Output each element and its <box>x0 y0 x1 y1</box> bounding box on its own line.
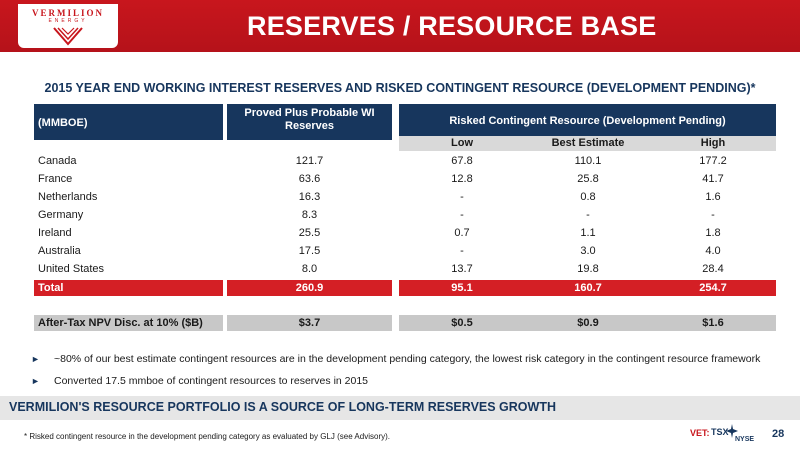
row-pp-reserves: 16.3 <box>298 191 321 203</box>
total-row-bg <box>399 280 776 296</box>
row-best: 3.0 <box>580 245 596 257</box>
row-pp-reserves: 8.3 <box>301 209 318 221</box>
total-low: 95.1 <box>451 282 473 294</box>
logo-wordmark: VERMILION <box>31 8 104 18</box>
unit-header: (MMBOE) <box>34 104 223 140</box>
header-bar: VERMILION ENERGY RESERVES / RESOURCE BAS… <box>0 0 800 52</box>
row-high: 4.0 <box>705 245 721 257</box>
page-title: RESERVES / RESOURCE BASE <box>247 11 657 41</box>
npv-best: $0.9 <box>577 317 599 329</box>
row-pp-reserves: 63.6 <box>298 173 321 185</box>
npv-row-bg <box>399 315 776 331</box>
row-high: 41.7 <box>702 173 724 185</box>
bullet-item: ► Converted 17.5 mmboe of contingent res… <box>30 374 760 392</box>
unit-header-label: (MMBOE) <box>38 117 88 129</box>
total-label: Total <box>38 282 64 294</box>
row-country: Canada <box>38 155 77 167</box>
table-row: Canada 121.7 67.8 110.1 177.2 <box>34 152 776 170</box>
row-high: 1.8 <box>705 227 721 239</box>
row-best: 0.8 <box>580 191 596 203</box>
total-high: 254.7 <box>699 282 727 294</box>
total-pp-reserves: 260.9 <box>295 282 324 294</box>
contingent-resource-header-label: Risked Contingent Resource (Development … <box>449 115 726 127</box>
pp-reserves-header: Proved Plus Probable WI Reserves <box>227 104 392 140</box>
tsx-label: TSX <box>711 427 729 437</box>
table-row: Germany 8.3 - - - <box>34 206 776 224</box>
logo-subtext: ENERGY <box>48 18 88 24</box>
row-country: France <box>38 173 73 185</box>
subheader-best-estimate: Best Estimate <box>551 137 625 149</box>
row-country: Australia <box>38 245 81 257</box>
footnote: * Risked contingent resource in the deve… <box>24 432 390 441</box>
table-row: Ireland 25.5 0.7 1.1 1.8 <box>34 224 776 242</box>
row-low: - <box>460 245 464 257</box>
row-pp-reserves: 121.7 <box>295 155 324 167</box>
pp-header-line2: Reserves <box>285 120 334 132</box>
nyse-label: NYSE <box>735 436 755 443</box>
key-message-banner: VERMILION'S RESOURCE PORTFOLIO IS A SOUR… <box>0 396 800 420</box>
row-country: United States <box>38 263 105 275</box>
row-low: - <box>460 209 464 221</box>
table-row: France 63.6 12.8 25.8 41.7 <box>34 170 776 188</box>
bullet-text: Converted 17.5 mmboe of contingent resou… <box>54 375 369 387</box>
row-pp-reserves: 25.5 <box>298 227 321 239</box>
row-high: 1.6 <box>705 191 721 203</box>
table-row: Australia 17.5 - 3.0 4.0 <box>34 242 776 260</box>
total-best: 160.7 <box>574 282 602 294</box>
exchange-star-icon <box>726 424 738 438</box>
row-low: 12.8 <box>451 173 473 185</box>
row-high: - <box>711 209 715 221</box>
row-low: 0.7 <box>454 227 470 239</box>
table-row: United States 8.0 13.7 19.8 28.4 <box>34 260 776 278</box>
row-country: Netherlands <box>38 191 98 203</box>
row-best: 25.8 <box>577 173 599 185</box>
table-row: Netherlands 16.3 - 0.8 1.6 <box>34 188 776 206</box>
npv-row-bg <box>227 315 392 331</box>
npv-row-bg <box>34 315 223 331</box>
ticker-label: VET: <box>690 428 710 438</box>
npv-high: $1.6 <box>702 317 724 329</box>
row-country: Ireland <box>38 227 72 239</box>
contingent-subheader-row: Low Best Estimate High <box>399 136 776 151</box>
bullet-arrow-icon: ► <box>31 376 40 386</box>
row-high: 177.2 <box>699 155 727 167</box>
npv-label: After-Tax NPV Disc. at 10% ($B) <box>38 317 203 329</box>
row-low: - <box>460 191 464 203</box>
row-best: 1.1 <box>580 227 596 239</box>
row-best: 19.8 <box>577 263 599 275</box>
subheader-high: High <box>700 137 726 149</box>
bullet-text: ~80% of our best estimate contingent res… <box>54 353 761 365</box>
row-low: 13.7 <box>451 263 473 275</box>
row-low: 67.8 <box>451 155 473 167</box>
pp-header-line1: Proved Plus Probable WI <box>244 107 375 119</box>
key-message-text: VERMILION'S RESOURCE PORTFOLIO IS A SOUR… <box>9 400 556 414</box>
npv-pp-reserves: $3.7 <box>298 317 321 329</box>
bullet-item: ► ~80% of our best estimate contingent r… <box>30 352 760 370</box>
total-row-bg <box>227 280 392 296</box>
row-best: - <box>586 209 590 221</box>
bullet-arrow-icon: ► <box>31 354 40 364</box>
bullet-list: ► ~80% of our best estimate contingent r… <box>30 352 760 392</box>
row-high: 28.4 <box>702 263 724 275</box>
row-pp-reserves: 17.5 <box>298 245 321 257</box>
table-subtitle: 2015 YEAR END WORKING INTEREST RESERVES … <box>44 81 756 95</box>
contingent-resource-header: Risked Contingent Resource (Development … <box>399 104 776 140</box>
row-country: Germany <box>38 209 84 221</box>
row-pp-reserves: 8.0 <box>301 263 318 275</box>
npv-row: After-Tax NPV Disc. at 10% ($B) $3.7 $0.… <box>34 314 776 332</box>
row-best: 110.1 <box>574 155 602 167</box>
subheader-low: Low <box>451 137 473 149</box>
logo-mark-icon <box>53 27 83 46</box>
page-number: 28 <box>772 428 785 440</box>
total-row: Total 260.9 95.1 160.7 254.7 <box>34 279 776 297</box>
company-logo: VERMILION ENERGY <box>18 4 118 48</box>
total-row-bg <box>34 280 223 296</box>
npv-low: $0.5 <box>451 317 473 329</box>
